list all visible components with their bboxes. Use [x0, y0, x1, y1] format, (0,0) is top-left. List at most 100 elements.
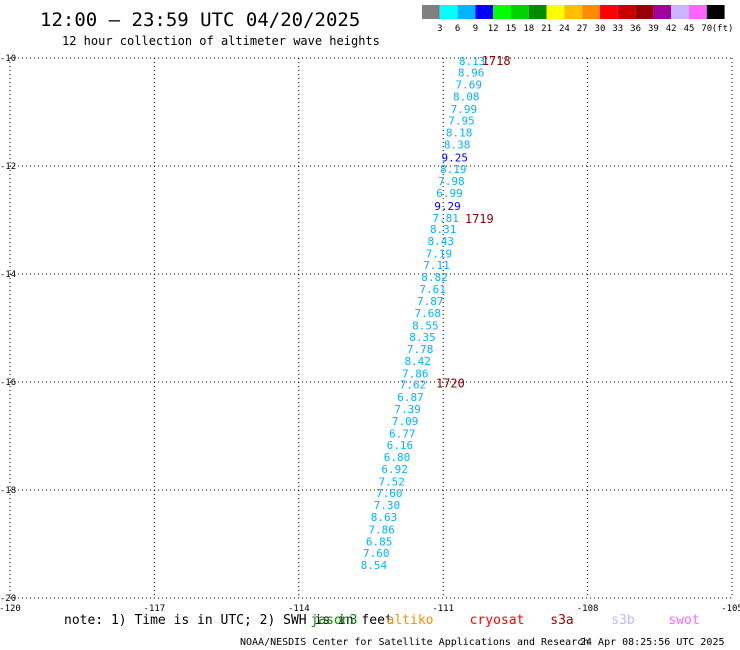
time-label: 1720	[436, 377, 465, 391]
footer-timestamp: 24 Apr 08:25:56 UTC 2025	[580, 637, 725, 648]
legend-swatch	[653, 5, 672, 19]
legend-label: 3	[437, 24, 442, 34]
wave-height-label: 8.42	[404, 355, 431, 368]
wave-height-label: 8.31	[430, 223, 457, 236]
wave-height-label: 9.29	[434, 200, 461, 213]
legend-label: 24	[559, 24, 570, 34]
wave-height-label: 7.30	[374, 499, 401, 512]
wave-height-label: 8.08	[453, 90, 480, 103]
wave-height-label: 7.11	[423, 259, 450, 272]
wave-height-label: 6.99	[436, 187, 463, 200]
wave-height-label: 8.55	[412, 319, 439, 332]
satellite-label-s3a: s3a	[550, 613, 573, 628]
legend-label: 27	[577, 24, 588, 34]
legend-swatch	[635, 5, 654, 19]
x-tick-label: -111	[432, 604, 454, 614]
wave-height-label: 7.61	[419, 283, 446, 296]
wave-height-label: 7.09	[392, 415, 419, 428]
wave-height-label: 7.62	[400, 379, 427, 392]
x-tick-label: -114	[288, 604, 310, 614]
legend-label: 21	[541, 24, 552, 34]
x-tick-label: -117	[144, 604, 166, 614]
wave-height-label: 7.19	[426, 247, 453, 260]
wave-height-label: 6.80	[384, 451, 411, 464]
wave-height-label: 8.43	[428, 235, 455, 248]
wave-height-label: 7.87	[417, 295, 444, 308]
y-tick-label: -16	[0, 378, 16, 388]
legend-swatch	[582, 5, 600, 19]
satellite-label-jason3: jason3	[311, 613, 358, 628]
chart-title: 12:00 – 23:59 UTC 04/20/2025	[40, 9, 360, 31]
y-tick-label: -10	[0, 54, 16, 64]
wave-height-label: 7.39	[394, 403, 421, 416]
satellite-label-altiko: altiko	[387, 613, 434, 628]
y-tick-label: -18	[0, 486, 16, 496]
wave-height-label: 8.82	[421, 271, 448, 284]
wave-height-label: 7.69	[455, 78, 482, 91]
legend-label: 6	[455, 24, 460, 34]
wave-height-label: 6.77	[389, 427, 416, 440]
legend-swatch	[671, 5, 689, 19]
wave-height-label: 9.25	[442, 151, 469, 164]
legend-label: 45	[684, 24, 695, 34]
x-tick-label: -108	[577, 604, 599, 614]
wave-height-label: 7.60	[376, 487, 403, 500]
wave-height-label: 8.18	[446, 127, 473, 140]
wave-height-label: 7.86	[402, 367, 429, 380]
wave-height-label: 7.78	[407, 343, 434, 356]
legend-unit: (ft)	[712, 24, 734, 34]
time-label: 1719	[465, 212, 494, 226]
legend-label: 42	[666, 24, 677, 34]
note-text: note: 1) Time is in UTC; 2) SWH is in fe…	[64, 613, 393, 628]
legend-label: 30	[595, 24, 606, 34]
legend-label: 18	[523, 24, 534, 34]
legend-swatch	[493, 5, 511, 19]
x-tick-label: -120	[0, 604, 21, 614]
legend-swatch	[600, 5, 618, 19]
footer-credit: NOAA/NESDIS Center for Satellite Applica…	[240, 637, 589, 648]
wave-height-label: 6.92	[381, 463, 408, 476]
legend-label: 9	[473, 24, 478, 34]
y-axis-ticks: -10 -12 -14 -16 -18 -20	[0, 54, 16, 604]
time-labels: 1718 1719 1720	[436, 54, 511, 390]
wave-height-label: 8.35	[409, 331, 436, 344]
wave-height-points: 8.138.967.698.087.997.958.188.389.258.19…	[361, 55, 486, 572]
grid	[9, 57, 733, 599]
satellite-legend: jason3 altiko cryosat s3a s3b swot	[311, 613, 700, 628]
wave-height-label: 6.87	[397, 391, 424, 404]
x-axis-ticks: -120 -117 -114 -111 -108 -105	[0, 604, 740, 614]
x-tick-label: -105	[721, 604, 740, 614]
y-tick-label: -14	[0, 270, 16, 280]
wave-height-label: 7.81	[432, 212, 459, 225]
legend-label: 15	[506, 24, 517, 34]
legend-swatch	[528, 5, 547, 19]
legend-label: 70	[701, 24, 712, 34]
legend-label: 12	[488, 24, 499, 34]
legend-swatch	[422, 5, 440, 19]
legend-swatch	[689, 5, 707, 19]
legend-swatch	[457, 5, 476, 19]
legend-swatch	[564, 5, 583, 19]
y-tick-label: -12	[0, 162, 16, 172]
legend-swatch	[546, 5, 565, 19]
wave-height-label: 7.52	[378, 475, 405, 488]
legend-swatch	[706, 5, 725, 19]
wave-height-label: 8.19	[440, 163, 467, 176]
wave-height-label: 7.86	[368, 523, 395, 536]
wave-height-label: 8.63	[371, 511, 398, 524]
wave-height-label: 7.99	[451, 103, 478, 116]
wave-height-label: 8.54	[361, 559, 388, 572]
legend-label: 36	[630, 24, 641, 34]
chart-subtitle: 12 hour collection of altimeter wave hei…	[62, 34, 380, 48]
y-tick-label: -20	[0, 594, 16, 604]
legend-swatch	[439, 5, 458, 19]
wave-height-label: 7.98	[438, 175, 465, 188]
wave-height-label: 8.13	[459, 55, 486, 68]
time-label: 1718	[482, 54, 511, 68]
legend-swatch	[511, 5, 529, 19]
legend-swatch	[475, 5, 494, 19]
satellite-label-swot: swot	[668, 613, 699, 628]
wave-height-label: 8.38	[444, 138, 471, 151]
satellite-label-cryosat: cryosat	[470, 613, 525, 628]
